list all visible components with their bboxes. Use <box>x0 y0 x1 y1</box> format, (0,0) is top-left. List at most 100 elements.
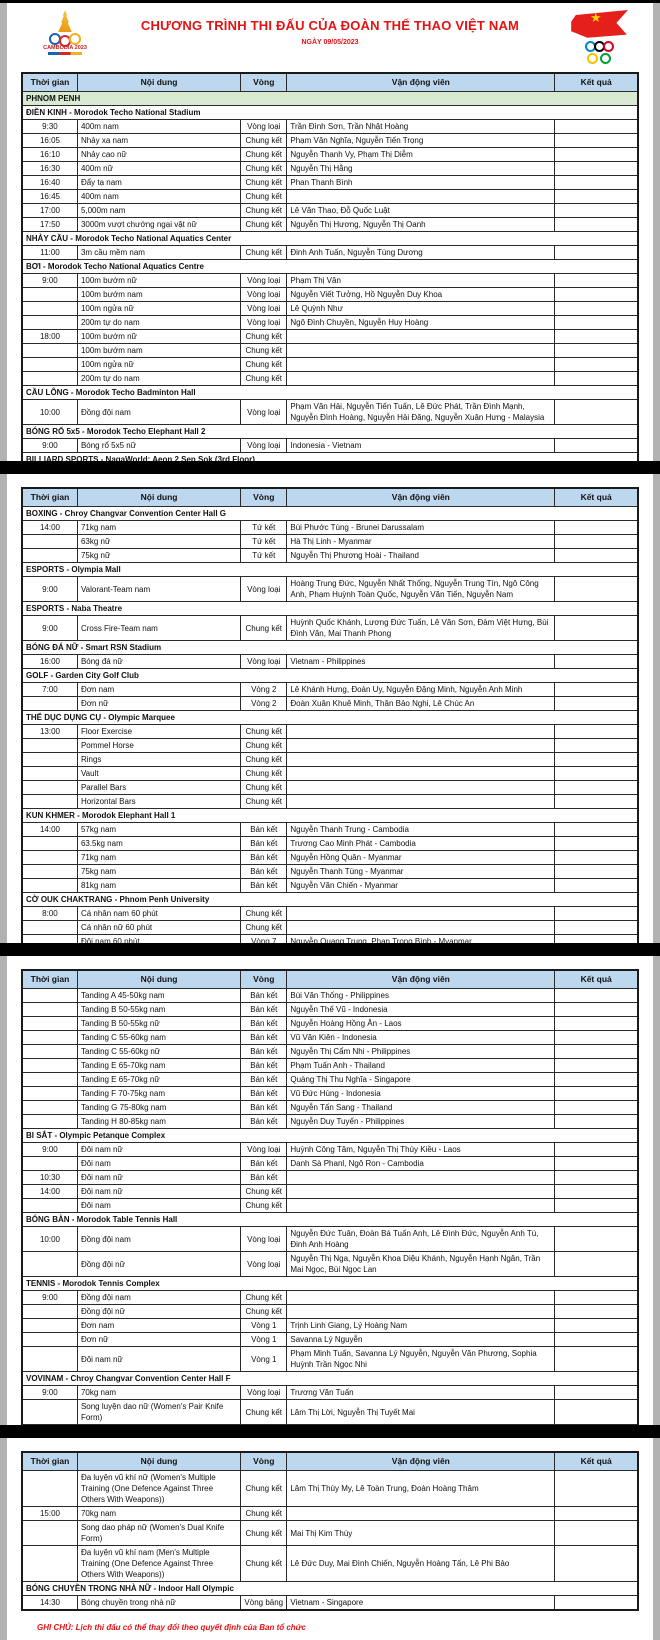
event-row: 18:00 100m bướm nữ Chung kết <box>21 329 639 344</box>
event-cell: Parallel Bars <box>76 780 242 795</box>
result-cell <box>554 1424 639 1425</box>
sport-section-label: BILLIARD SPORTS - NagaWorld: Aeon 2 Sen … <box>21 452 639 461</box>
athletes-cell: Nguyễn Hồng Quân - Myanmar <box>286 850 556 865</box>
column-header-athletes-cell: Vận động viên <box>286 72 556 92</box>
round-cell: Chung kết <box>240 329 288 344</box>
event-cell: Đôi nam nữ <box>76 1346 242 1372</box>
time-cell: 7:00 <box>21 682 78 697</box>
event-row: Đôi nam 60 phút Vòng 7 Nguyễn Quang Trung,… <box>21 934 639 943</box>
athletes-cell: Bùi Phước Tùng - Brunei Darussalam <box>286 520 556 535</box>
result-cell <box>554 273 639 288</box>
round-cell: Chung kết <box>240 1198 288 1213</box>
event-cell: Cross Fire-Team nam <box>76 615 242 641</box>
time-cell <box>21 934 78 943</box>
sport-section-row: BÓNG RỔ 5x5 - Morodok Techo Elephant Hal… <box>21 424 639 439</box>
round-cell: Chung kết <box>240 1290 288 1305</box>
sport-section-label: GOLF - Garden City Golf Club <box>21 668 639 683</box>
result-cell <box>554 287 639 302</box>
event-row: 13:00 Floor Exercise Chung kết <box>21 724 639 739</box>
sport-section-label: ESPORTS - Naba Theatre <box>21 601 639 616</box>
schedule-date: NGÀY 09/05/2023 <box>301 39 359 46</box>
time-cell: 14:00 <box>21 822 78 837</box>
athletes-cell <box>286 752 556 767</box>
sport-section-label: CẦU LÔNG - Morodok Techo Badminton Hall <box>21 385 639 400</box>
result-cell <box>554 822 639 837</box>
sport-section-row: TENNIS - Morodok Tennis Complex <box>21 1276 639 1291</box>
round-cell: Chung kết <box>240 175 288 190</box>
sport-section-label: BƠI - Morodok Techo National Aquatics Ce… <box>21 259 639 274</box>
sport-section-row: BOXING - Chroy Changvar Convention Cente… <box>21 506 639 521</box>
column-header-event-cell: Nội dung <box>76 969 242 989</box>
time-cell: 10:00 <box>21 1226 78 1252</box>
page-2: Thời gian Nội dung Vòng Vận động viên Kết qu… <box>7 474 653 943</box>
time-cell <box>21 1086 78 1101</box>
round-cell: Chung kết <box>240 357 288 372</box>
result-cell <box>554 1470 639 1507</box>
athletes-cell <box>286 1184 556 1199</box>
round-cell: Bán kết <box>240 878 288 893</box>
column-header-athletes-cell: Vận động viên <box>286 969 556 989</box>
time-cell <box>21 1002 78 1017</box>
round-cell: Chung kết <box>240 780 288 795</box>
event-cell: 100m ngửa nữ <box>76 357 242 372</box>
event-cell: Tanding B 50-55kg nam <box>76 1002 242 1017</box>
result-cell <box>554 1086 639 1101</box>
sport-section-label: BÓNG BÀN - Morodok Table Tennis Hall <box>21 1212 639 1227</box>
round-cell: Vòng loại <box>240 315 288 330</box>
round-cell: Vòng 2 <box>240 696 288 711</box>
event-cell: Đôi nam <box>76 1198 242 1213</box>
athletes-cell: Indonesia - Vietnam <box>286 438 556 453</box>
event-cell: 5,000m nam <box>76 203 242 218</box>
result-cell <box>554 1142 639 1157</box>
event-row: Tanding C 55-60kg nữ Bán kết Nguyễn Thị Cẩ… <box>21 1044 639 1059</box>
athletes-cell <box>286 1304 556 1319</box>
round-cell: Bán kết <box>240 836 288 851</box>
result-cell <box>554 1072 639 1087</box>
result-cell <box>554 1520 639 1546</box>
event-row: Song luyện dao nữ (Women's Pair Knife Fo… <box>21 1399 639 1425</box>
round-cell: Chung kết <box>240 738 288 753</box>
round-cell: Chung kết <box>240 920 288 935</box>
round-cell: Chung kết <box>240 1520 288 1546</box>
athletes-cell: Trần Đình Sơn, Trần Nhật Hoàng <box>286 119 556 134</box>
athletes-cell: Vũ Văn Kiên - Indonesia <box>286 1030 556 1045</box>
athletes-cell: Nguyễn Hoàng Hồng Ân - Laos <box>286 1016 556 1031</box>
athletes-cell: Vietnam - Philippines <box>286 654 556 669</box>
event-cell: 70kg nam <box>76 1506 242 1521</box>
page-title: CHƯƠNG TRÌNH THI ĐẤU CỦA ĐOÀN THỂ THAO V… <box>140 18 520 33</box>
gold-star-icon: ★ <box>590 10 602 25</box>
athletes-cell <box>286 794 556 809</box>
result-cell <box>554 920 639 935</box>
athletes-cell: Nguyễn Thị Cẩm Nhi - Philippines <box>286 1044 556 1059</box>
athletes-cell: Đoàn Xuân Khuê Minh, Thân Bảo Nghi, Lê C… <box>286 696 556 711</box>
event-cell: Đơn nữ <box>76 1332 242 1347</box>
time-cell <box>21 548 78 563</box>
athletes-cell: Vũ Đức Hùng - Indonesia <box>286 1086 556 1101</box>
column-header-row: Thời gian Nội dung Vòng Vận động viên Kết qu… <box>21 1451 639 1471</box>
sport-section-row: ESPORTS - Naba Theatre <box>21 601 639 616</box>
event-cell: Đôi nam 60 phút <box>76 934 242 943</box>
round-cell: Chung kết <box>240 1506 288 1521</box>
round-cell: Vòng loại <box>240 119 288 134</box>
time-cell: 16:40 <box>21 175 78 190</box>
event-cell: Tanding G 75-80kg nam <box>76 1100 242 1115</box>
athletes-cell: Lâm Thị Lời, Nguyễn Thị Tuyết Mai <box>286 1399 556 1425</box>
result-cell <box>554 878 639 893</box>
athletes-cell: Nguyễn Thế Vũ - Indonesia <box>286 1002 556 1017</box>
schedule-note: GHI CHÚ: Lịch thi đấu có thể thay đổi th… <box>37 1623 306 1632</box>
column-header-result-cell: Kết quả <box>554 72 639 92</box>
column-header-round-cell: Vòng <box>240 487 288 507</box>
result-cell <box>554 615 639 641</box>
event-cell: 3m cầu mềm nam <box>76 245 242 260</box>
round-cell: Chung kết <box>240 161 288 176</box>
result-cell <box>554 1346 639 1372</box>
round-cell: Tứ kết <box>240 548 288 563</box>
event-row: 17:00 5,000m nam Chung kết Lê Văn Thao, Đỗ … <box>21 203 639 218</box>
event-cell: Vault <box>76 766 242 781</box>
event-row: Pommel Horse Chung kết <box>21 738 639 753</box>
event-cell: Đôi nam nữ <box>76 1142 242 1157</box>
time-cell <box>21 357 78 372</box>
column-header-time-cell: Thời gian <box>21 969 78 989</box>
time-cell: 8:00 <box>21 906 78 921</box>
event-cell: Cá nhân nữ 60 phút <box>76 920 242 935</box>
